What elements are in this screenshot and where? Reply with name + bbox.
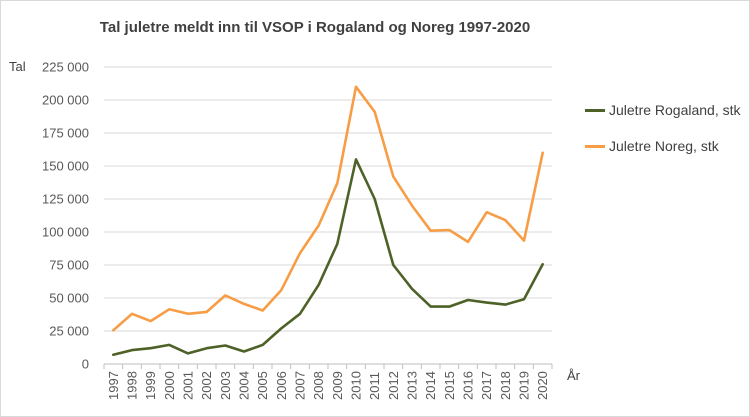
x-tick-label: 2001 [181, 371, 196, 400]
x-tick-label: 2005 [255, 371, 270, 400]
x-tick-label: 2008 [311, 371, 326, 400]
x-tick-label: 2007 [293, 371, 308, 400]
y-axis-label: Tal [9, 59, 26, 74]
x-tick-label: 1997 [106, 371, 121, 400]
x-tick-label: 2014 [423, 371, 438, 400]
x-tick-label: 1999 [143, 371, 158, 400]
y-tick-label: 0 [82, 357, 89, 372]
legend-item: Juletre Rogaland, stk [585, 97, 741, 123]
x-tick-label: 2010 [349, 371, 364, 400]
series-line-2 [112, 85, 545, 332]
legend-swatch [585, 144, 605, 148]
x-tick-label: 2012 [386, 371, 401, 400]
x-tick-label: 2000 [162, 371, 177, 400]
legend-label: Juletre Rogaland, stk [609, 102, 741, 118]
x-tick-label: 2009 [330, 371, 345, 400]
y-tick-label: 75 000 [49, 258, 89, 273]
x-axis-label: År [567, 368, 580, 383]
y-tick-label: 125 000 [42, 192, 89, 207]
chart-title: Tal juletre meldt inn til VSOP i Rogalan… [99, 19, 531, 36]
x-tick-label: 2011 [367, 372, 382, 400]
y-tick-label: 175 000 [42, 126, 89, 141]
x-tick-label: 2020 [535, 371, 550, 400]
x-tick-label: 2013 [405, 371, 420, 400]
series-line-1 [112, 158, 545, 357]
y-tick-label: 50 000 [49, 291, 89, 306]
x-tick-label: 2017 [479, 371, 494, 400]
x-tick-label: 2016 [461, 371, 476, 400]
legend-swatch [585, 108, 605, 112]
x-tick-label: 2018 [498, 371, 513, 400]
y-tick-label: 200 000 [42, 93, 89, 108]
x-tick-label: 1998 [125, 371, 140, 400]
y-tick-label: 225 000 [42, 60, 89, 75]
y-tick-label: 100 000 [42, 225, 89, 240]
legend-item: Juletre Noreg, stk [585, 133, 741, 159]
x-tick-label: 2015 [442, 371, 457, 400]
x-tick-label: 2003 [218, 371, 233, 400]
x-tick-label: 2004 [237, 371, 252, 400]
x-tick-label: 2006 [274, 371, 289, 400]
y-tick-label: 25 000 [49, 324, 89, 339]
x-tick-label: 2002 [199, 371, 214, 400]
legend-label: Juletre Noreg, stk [609, 138, 719, 154]
chart-legend: Juletre Rogaland, stk Juletre Noreg, stk [585, 97, 741, 169]
y-tick-label: 150 000 [42, 159, 89, 174]
x-tick-label: 2019 [517, 371, 532, 400]
